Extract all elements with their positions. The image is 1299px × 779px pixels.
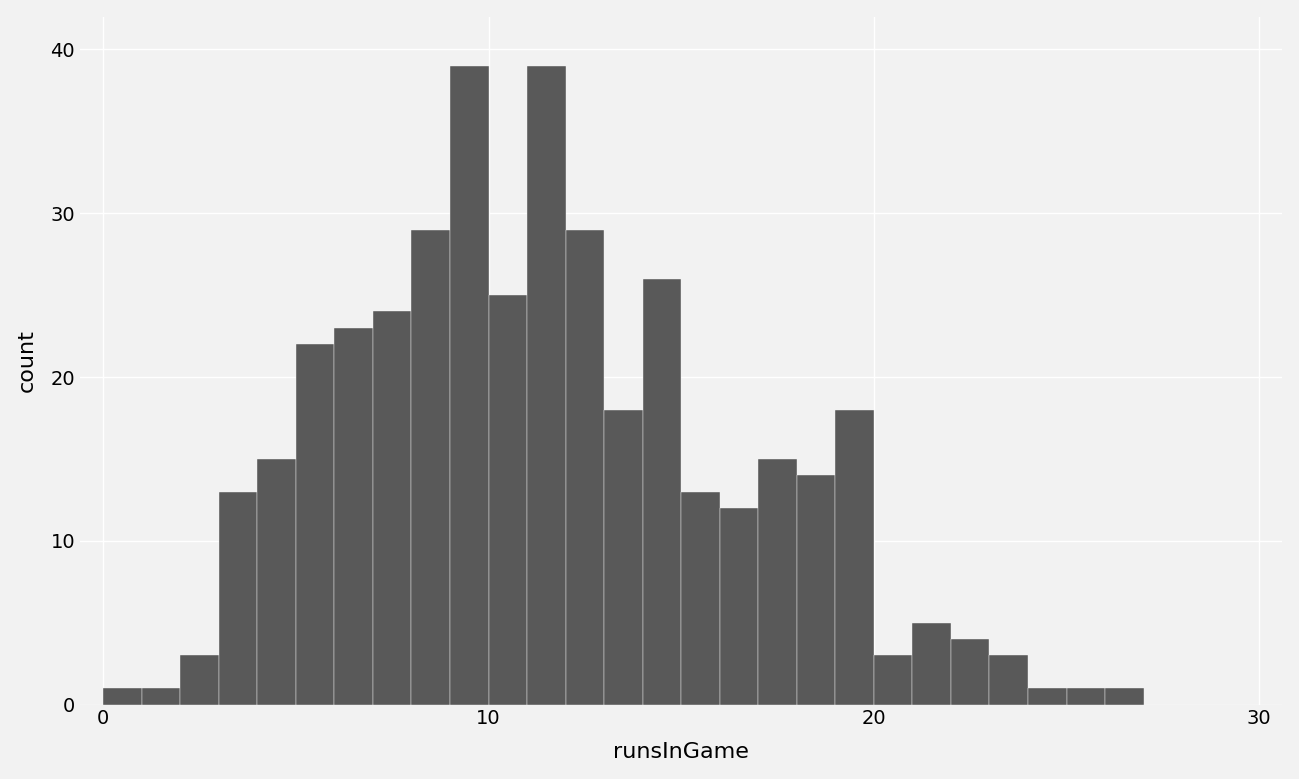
Bar bbox=[334, 328, 373, 704]
Bar bbox=[373, 312, 412, 704]
Bar bbox=[604, 410, 643, 704]
Bar bbox=[643, 279, 681, 704]
Bar bbox=[527, 65, 565, 704]
Bar bbox=[565, 230, 604, 704]
Bar bbox=[257, 459, 296, 704]
Bar bbox=[218, 492, 257, 704]
Bar bbox=[1105, 688, 1143, 704]
Bar bbox=[720, 508, 759, 704]
Bar bbox=[488, 295, 527, 704]
Bar bbox=[181, 655, 218, 704]
Bar bbox=[759, 459, 796, 704]
Y-axis label: count: count bbox=[17, 330, 36, 392]
Bar bbox=[912, 622, 951, 704]
Bar bbox=[951, 639, 990, 704]
Bar bbox=[796, 475, 835, 704]
Bar bbox=[296, 344, 334, 704]
Bar bbox=[142, 688, 181, 704]
Bar bbox=[835, 410, 874, 704]
Bar bbox=[990, 655, 1028, 704]
Bar bbox=[412, 230, 449, 704]
Bar bbox=[681, 492, 720, 704]
Bar bbox=[874, 655, 912, 704]
Bar bbox=[1028, 688, 1066, 704]
X-axis label: runsInGame: runsInGame bbox=[613, 742, 750, 763]
Bar bbox=[1066, 688, 1105, 704]
Bar bbox=[449, 65, 488, 704]
Bar bbox=[103, 688, 142, 704]
